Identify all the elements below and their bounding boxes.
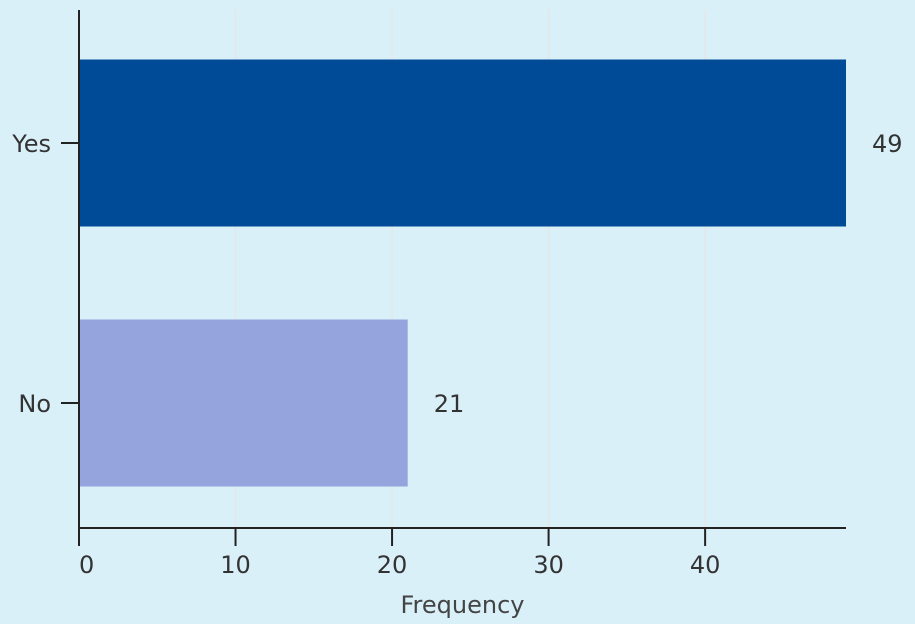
x-tick-label-1: 10 [220, 551, 251, 579]
data-label-yes: 49 [872, 130, 903, 158]
y-tick-label-yes: Yes [11, 130, 51, 158]
bars [79, 59, 846, 487]
bar-yes [79, 59, 846, 227]
y-tick-label-no: No [18, 390, 51, 418]
data-label-no: 21 [434, 390, 465, 418]
axes [78, 10, 846, 529]
y-ticks: Yes No [11, 130, 79, 418]
x-tick-label-4: 40 [690, 551, 721, 579]
x-axis-title: Frequency [401, 591, 525, 619]
data-labels: 49 21 [434, 130, 903, 418]
x-ticks: 0 10 20 30 40 [78, 528, 721, 579]
x-tick-label-3: 30 [533, 551, 564, 579]
x-tick-label-0: 0 [79, 551, 94, 579]
bar-no [79, 319, 408, 487]
x-tick-label-2: 20 [377, 551, 408, 579]
